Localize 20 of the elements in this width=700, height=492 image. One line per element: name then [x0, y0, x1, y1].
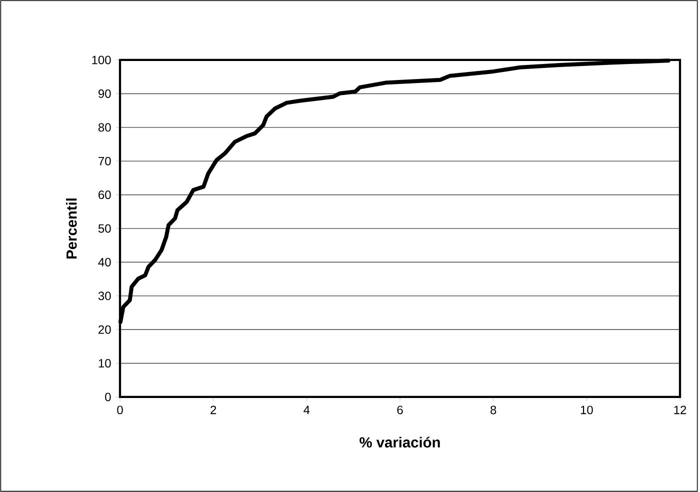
y-axis-title: Percentil [66, 198, 77, 258]
x-tick-label: 6 [397, 406, 403, 414]
x-axis-title: % variación [360, 436, 440, 448]
x-tick-label: 12 [674, 406, 686, 414]
x-tick-label: 4 [304, 406, 310, 414]
x-tick-label: 2 [210, 406, 216, 414]
y-tick-label: 50 [98, 224, 111, 233]
x-tick-label: 8 [490, 406, 496, 414]
y-tick-label: 80 [98, 123, 111, 132]
y-tick-label: 100 [92, 56, 111, 64]
x-tick-label: 0 [117, 406, 123, 414]
y-tick-label: 30 [98, 292, 111, 300]
x-tick-label: 10 [580, 406, 593, 414]
y-tick-label: 70 [98, 156, 111, 166]
y-tick-label: 40 [98, 258, 111, 266]
y-tick-label: 60 [98, 190, 111, 200]
y-tick-label: 0 [105, 392, 111, 402]
y-tick-label: 90 [98, 89, 111, 98]
y-tick-label: 10 [98, 359, 111, 368]
y-tick-label: 20 [98, 325, 111, 334]
